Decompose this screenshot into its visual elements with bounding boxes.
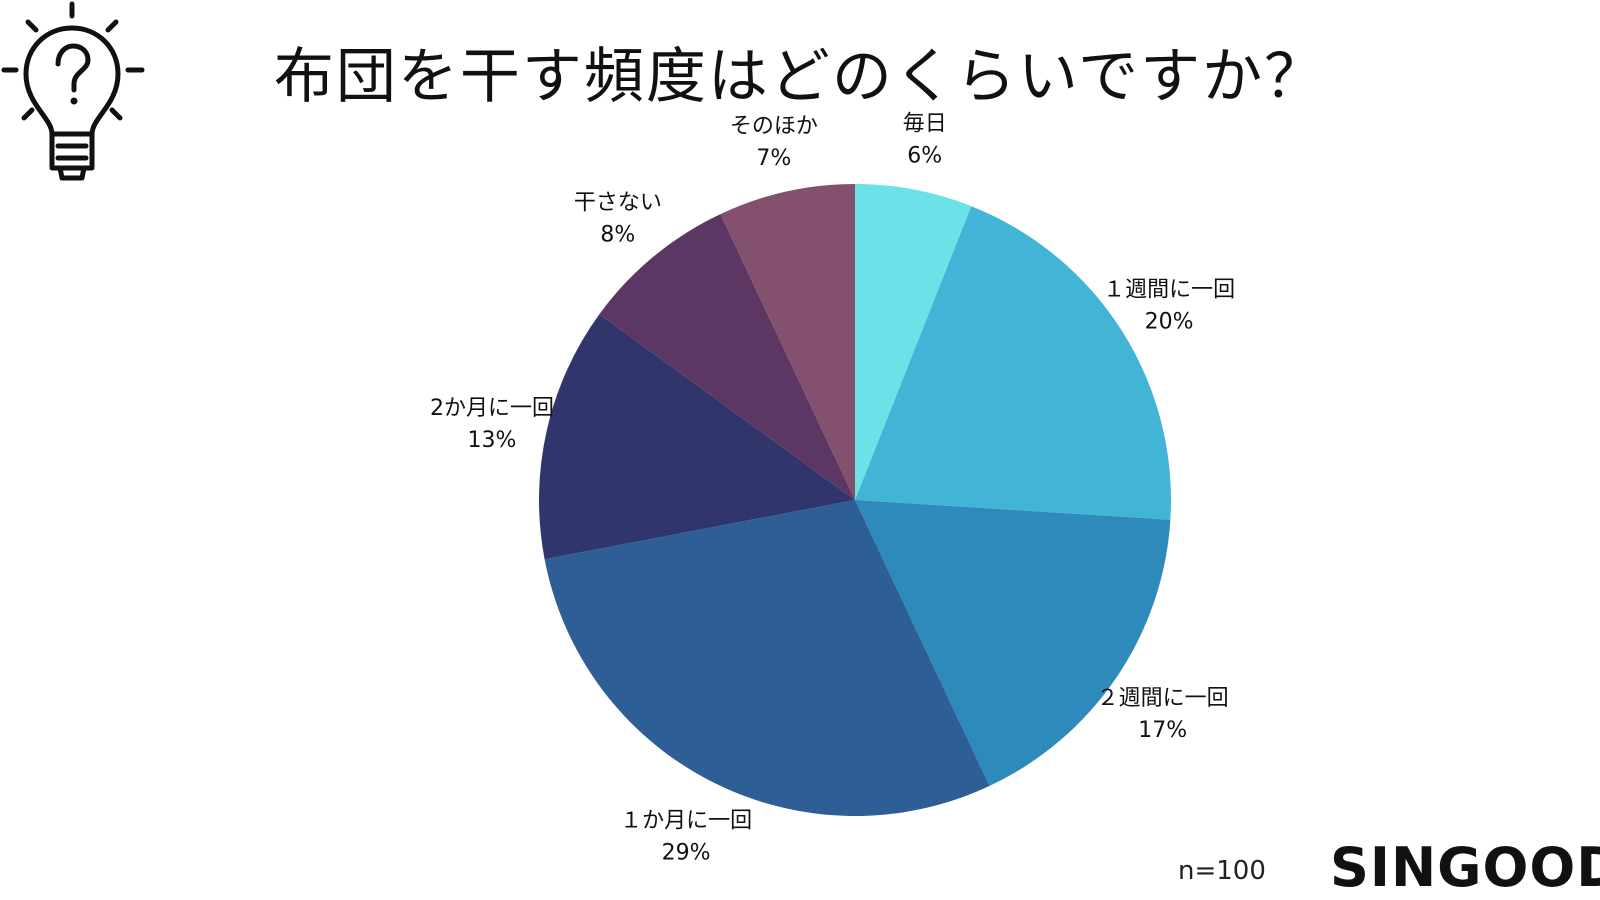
slice-label-1: １週間に一回 xyxy=(1103,278,1235,303)
slice-label-4: 2か月に一回 xyxy=(430,396,554,421)
chart-title: 布団を干す頻度はどのくらいですか？ xyxy=(273,42,1327,112)
slice-value-label-1: 20% xyxy=(1145,310,1194,335)
pie-slice-1 xyxy=(855,206,1171,520)
pie-slice-5 xyxy=(599,214,855,500)
lightbulb-question-icon xyxy=(0,0,150,190)
brand-logo: SINGOOD xyxy=(1330,836,1600,899)
slice-value-label-5: 8% xyxy=(600,222,635,247)
slice-value-label-4: 13% xyxy=(468,428,517,453)
slice-label-3: １か月に一回 xyxy=(620,808,752,833)
sample-size-label: n=100 xyxy=(1178,856,1266,886)
slice-label-2: ２週間に一回 xyxy=(1097,686,1229,711)
slice-label-6: そのほか xyxy=(730,114,818,139)
pie-slice-6 xyxy=(720,184,855,500)
pie-slice-0 xyxy=(855,184,972,500)
slice-value-label-2: 17% xyxy=(1138,718,1187,743)
pie-slice-4 xyxy=(539,314,855,560)
slice-label-5: 干さない xyxy=(574,190,662,215)
slice-value-label-0: 6% xyxy=(907,144,942,169)
slice-value-label-6: 7% xyxy=(756,146,791,171)
slice-value-label-3: 29% xyxy=(662,840,711,865)
pie-slice-3 xyxy=(544,500,990,817)
slice-label-0: 毎日 xyxy=(903,112,947,137)
pie-slice-2 xyxy=(855,500,1171,786)
